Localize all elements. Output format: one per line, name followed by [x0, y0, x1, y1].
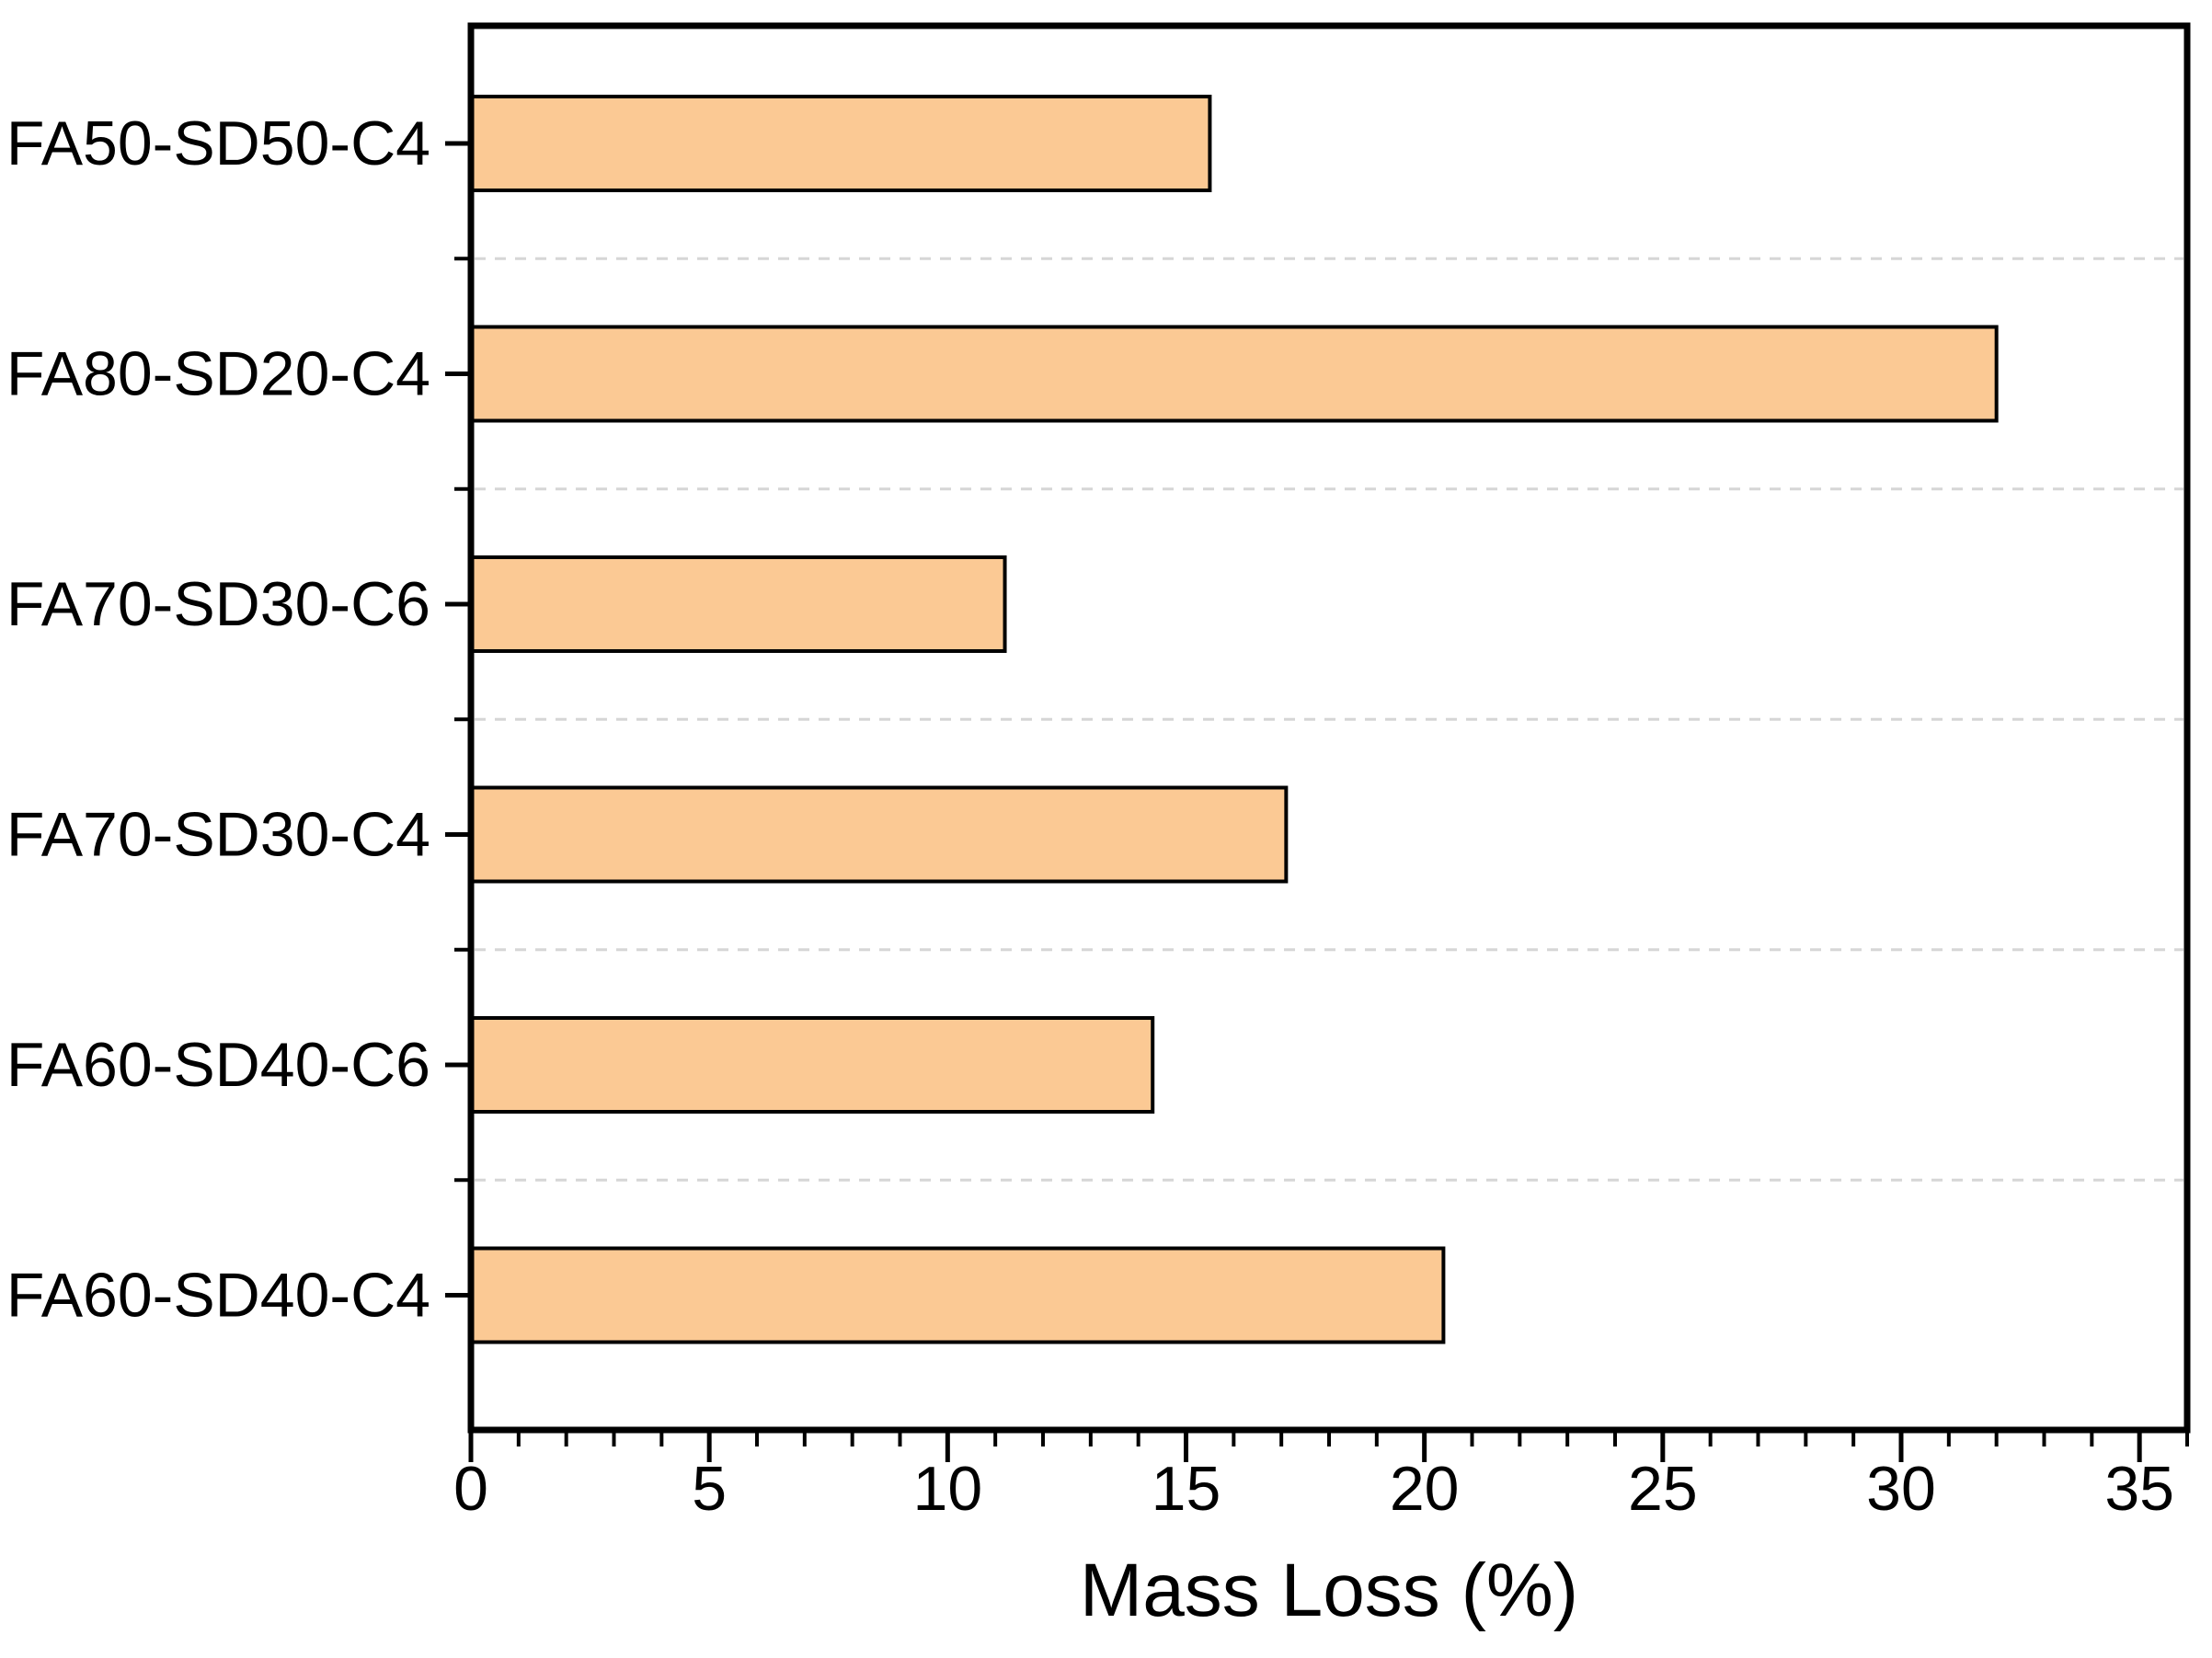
x-tick-label: 0	[453, 1454, 488, 1524]
x-tick-label: 35	[2104, 1454, 2174, 1524]
y-category-label: FA80-SD20-C4	[6, 339, 430, 409]
bar-FA60-SD40-C4	[469, 1246, 1446, 1344]
bar-FA70-SD30-C6	[469, 555, 1007, 653]
x-tick-label: 15	[1152, 1454, 1221, 1524]
y-category-label: FA60-SD40-C4	[6, 1261, 430, 1331]
y-category-label: FA60-SD40-C6	[6, 1030, 430, 1100]
bar-FA70-SD30-C4	[469, 785, 1289, 884]
x-tick-label: 20	[1390, 1454, 1460, 1524]
y-category-label: FA70-SD30-C4	[6, 800, 430, 870]
bar-FA80-SD20-C4	[469, 325, 1999, 423]
y-category-label: FA50-SD50-C4	[6, 109, 430, 178]
x-tick-label: 30	[1866, 1454, 1936, 1524]
bar-FA50-SD50-C4	[469, 95, 1212, 192]
y-category-label: FA70-SD30-C6	[6, 569, 430, 639]
x-tick-label: 5	[692, 1454, 727, 1524]
x-axis-title: Mass Loss (%)	[1080, 1549, 1578, 1632]
x-tick-label: 10	[913, 1454, 983, 1524]
x-tick-label: 25	[1628, 1454, 1698, 1524]
bar-FA60-SD40-C6	[469, 1016, 1155, 1114]
